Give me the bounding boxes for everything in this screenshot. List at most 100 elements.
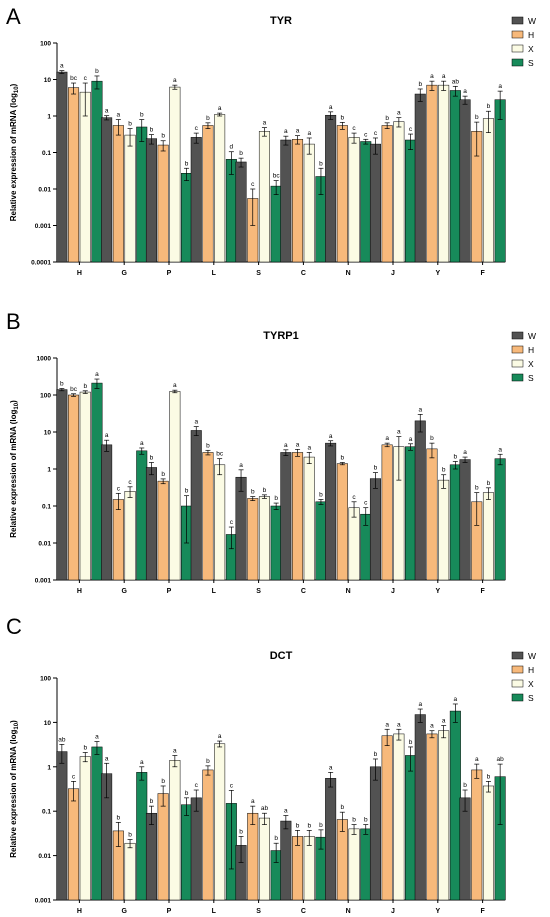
bar <box>214 464 226 581</box>
bar <box>91 746 103 901</box>
significance-letter: a <box>498 83 502 90</box>
significance-letter: a <box>409 436 413 443</box>
significance-letter: c <box>230 519 234 526</box>
significance-letter: a <box>397 110 401 117</box>
significance-letter: a <box>463 449 467 456</box>
bar <box>112 125 124 263</box>
significance-letter: b <box>95 68 99 75</box>
significance-letter: a <box>105 755 109 762</box>
bar <box>157 144 169 263</box>
x-tick-label: J <box>391 588 395 595</box>
significance-letter: c <box>195 782 199 789</box>
significance-letter: c <box>128 479 132 486</box>
significance-letter: a <box>194 419 198 426</box>
bar <box>459 797 471 901</box>
significance-letter: a <box>117 112 121 119</box>
bar <box>482 785 494 901</box>
legend-label: X <box>528 359 534 369</box>
significance-letter: ab <box>261 805 269 812</box>
y-tick-label: 0.1 <box>42 504 51 511</box>
legend-swatch <box>511 373 524 382</box>
significance-letter: b <box>307 822 311 829</box>
significance-letter: b <box>263 487 267 494</box>
bar <box>124 842 136 901</box>
significance-letter: a <box>239 462 243 469</box>
bar <box>303 836 315 901</box>
significance-letter: c <box>409 126 413 133</box>
bar <box>136 772 148 901</box>
significance-letter: b <box>60 380 64 387</box>
x-tick-label: P <box>167 908 172 915</box>
significance-letter: b <box>463 782 467 789</box>
significance-letter: c <box>374 130 378 137</box>
significance-letter: a <box>296 128 300 135</box>
legend-label: W <box>528 16 536 26</box>
y-tick-label: 0.01 <box>38 853 51 860</box>
bar <box>459 459 471 581</box>
bar <box>136 450 148 581</box>
significance-letter: b <box>239 828 243 835</box>
bar <box>369 143 381 263</box>
bar <box>157 793 169 901</box>
bar <box>405 446 417 581</box>
significance-letter: b <box>206 442 210 449</box>
significance-letter: b <box>150 454 154 461</box>
significance-letter: b <box>185 790 189 797</box>
significance-letter: a <box>442 73 446 80</box>
bar <box>336 125 348 263</box>
y-tick-label: 0.001 <box>35 578 52 585</box>
y-tick-label: 0.01 <box>38 541 51 548</box>
significance-letter: c <box>84 75 88 82</box>
significance-letter: a <box>418 406 422 413</box>
legend-label: H <box>528 30 534 40</box>
legend-swatch <box>511 359 524 368</box>
significance-letter: b <box>442 467 446 474</box>
significance-letter: b <box>161 471 165 478</box>
bar <box>494 458 506 581</box>
bar <box>405 755 417 901</box>
panel-letter: B <box>6 309 21 334</box>
chart-panel-c: C DCT Relative expression of mRNA (log10) 1… <box>6 614 536 915</box>
significance-letter: c <box>364 131 368 138</box>
legend-label: H <box>528 345 534 355</box>
significance-letter: a <box>307 130 311 137</box>
bar <box>79 391 91 581</box>
bar <box>214 114 226 263</box>
x-tick-label: H <box>77 588 82 595</box>
y-tick-label: 1 <box>47 467 51 474</box>
significance-letter: b <box>296 822 300 829</box>
significance-letter: c <box>364 500 368 507</box>
legend-swatch <box>511 693 524 702</box>
significance-letter: c <box>230 782 234 789</box>
significance-letter: a <box>95 734 99 741</box>
bar <box>190 797 202 901</box>
legend-label: W <box>528 331 536 341</box>
significance-letter: b <box>185 160 189 167</box>
bar <box>280 139 292 263</box>
bar <box>360 141 372 263</box>
bar <box>79 756 91 901</box>
x-tick-label: N <box>346 908 351 915</box>
bar <box>393 121 405 263</box>
significance-letter: b <box>487 480 491 487</box>
significance-letter: b <box>364 817 368 824</box>
bar <box>181 804 193 901</box>
significance-letter: b <box>117 814 121 821</box>
bar <box>270 505 282 581</box>
bar <box>471 769 483 901</box>
legend-label: X <box>528 44 534 54</box>
bar <box>494 99 506 263</box>
significance-letter: a <box>329 104 333 111</box>
y-axis-label: Relative expression of mRNA (log10) <box>9 720 20 858</box>
bar <box>315 501 327 581</box>
significance-letter: b <box>83 744 87 751</box>
bar <box>449 90 461 263</box>
bar <box>235 161 247 263</box>
y-tick-label: 0.0001 <box>31 260 51 267</box>
x-tick-label: G <box>121 588 127 595</box>
bar <box>101 444 113 581</box>
significance-letter: a <box>296 441 300 448</box>
significance-letter: a <box>430 73 434 80</box>
panel-letter: A <box>6 4 21 29</box>
bar <box>414 93 426 263</box>
